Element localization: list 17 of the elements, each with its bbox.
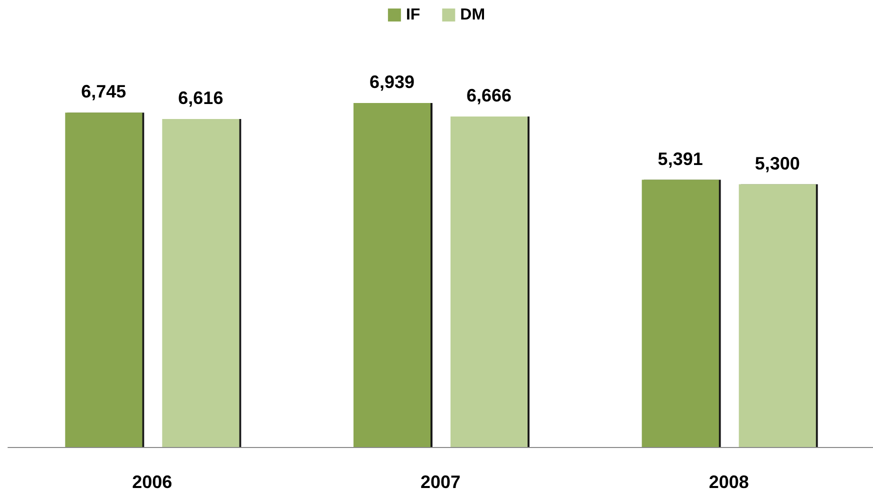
legend-label: IF — [406, 6, 420, 24]
data-label: 6,616 — [178, 88, 224, 108]
x-tick-label: 2008 — [708, 472, 749, 492]
bar — [65, 112, 142, 447]
bar — [450, 116, 528, 447]
bar — [162, 119, 240, 447]
data-label: 5,391 — [658, 148, 703, 169]
bar — [738, 184, 816, 447]
data-label: 6,939 — [369, 72, 415, 92]
x-tick-label: 2007 — [420, 472, 461, 492]
bar — [642, 180, 719, 447]
x-tick-label: 2006 — [132, 472, 172, 492]
data-label: 5,300 — [754, 153, 800, 174]
data-label: 6,666 — [466, 86, 512, 106]
data-label: 6,745 — [81, 82, 126, 102]
bar — [353, 103, 430, 447]
legend-label: DM — [460, 6, 486, 24]
